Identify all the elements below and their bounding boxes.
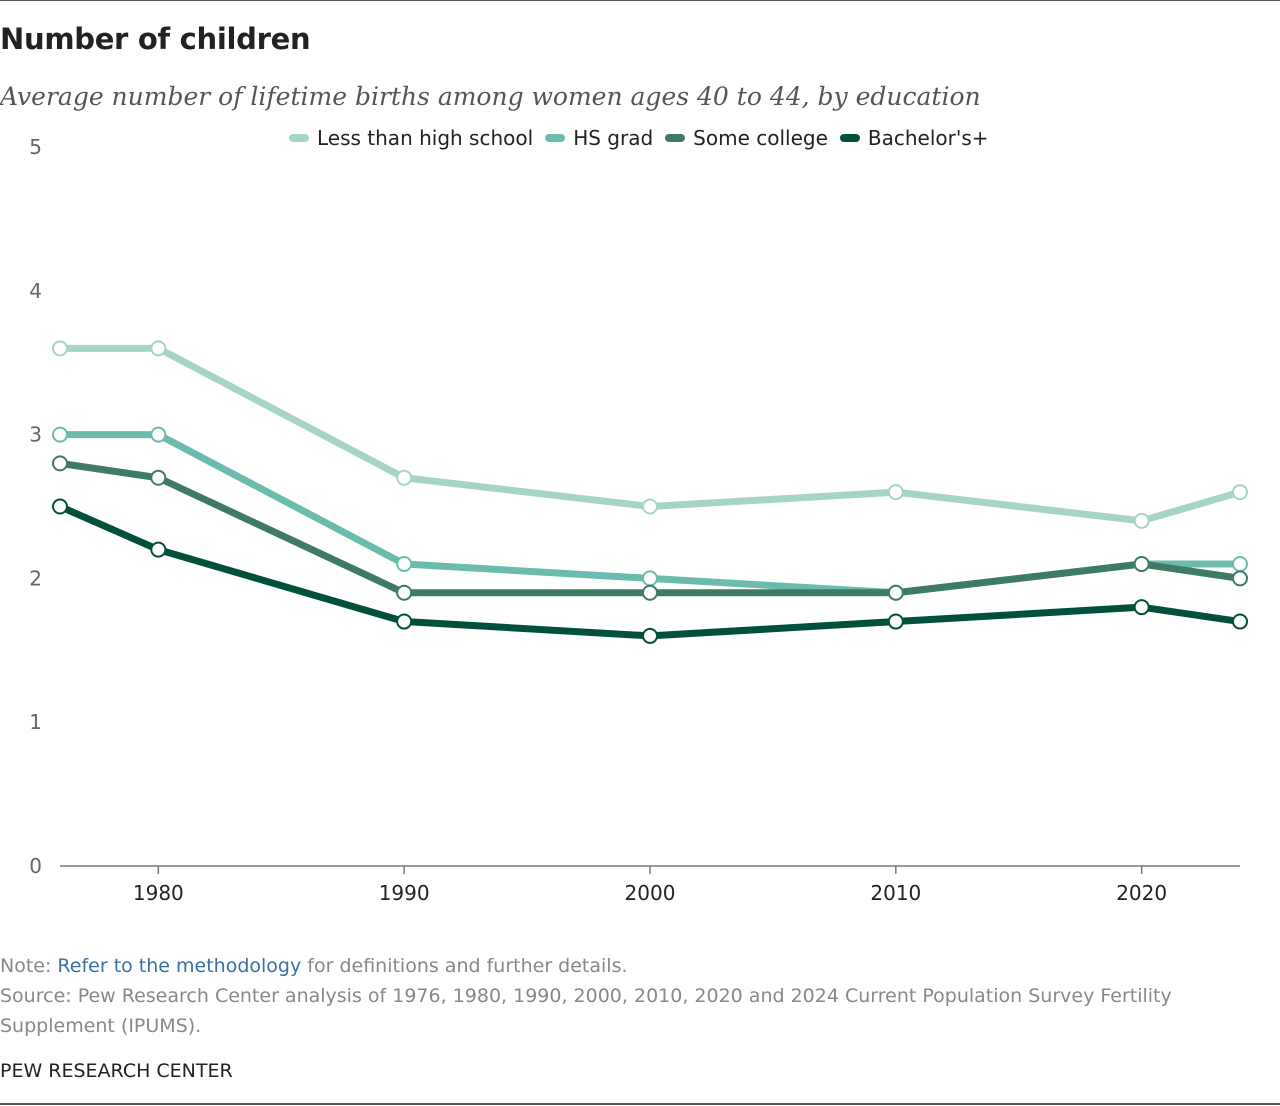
- legend-item: Bachelor's+: [839, 126, 989, 150]
- legend-swatch: [545, 134, 566, 142]
- legend-label: Bachelor's+: [867, 126, 989, 150]
- legend-swatch: [839, 134, 860, 142]
- line-chart: 0 1 2 3 4 5 1980 1990 2000 2010 2020: [29, 135, 1248, 905]
- data-point: [150, 469, 167, 486]
- legend-label: HS grad: [573, 126, 654, 150]
- data-point: [150, 541, 167, 558]
- data-point: [52, 426, 68, 443]
- data-point: [396, 556, 413, 573]
- note-prefix: Note:: [0, 955, 58, 977]
- chart-title: Number of children: [0, 22, 311, 56]
- y-tick-label: 1: [29, 710, 42, 734]
- y-tick-label: 5: [29, 135, 42, 159]
- note-line: Note: Refer to the methodology for defin…: [0, 951, 1280, 981]
- data-point: [887, 484, 904, 501]
- y-tick-label: 2: [29, 566, 42, 590]
- data-point: [396, 613, 413, 630]
- legend-label: Less than high school: [317, 126, 534, 150]
- bottom-rule: [0, 1103, 1280, 1105]
- methodology-link[interactable]: Refer to the methodology: [57, 955, 302, 977]
- data-point: [396, 584, 413, 601]
- data-point: [1232, 570, 1248, 587]
- data-point: [150, 426, 167, 443]
- data-point: [887, 584, 904, 601]
- legend-label: Some college: [693, 126, 828, 150]
- series-line: [56, 344, 1244, 525]
- x-tick-label: 2020: [1116, 881, 1167, 905]
- data-point: [396, 469, 413, 486]
- data-point: [1232, 613, 1248, 630]
- x-tick-label: 2010: [870, 881, 921, 905]
- legend-swatch: [289, 134, 309, 142]
- data-point: [1232, 556, 1248, 573]
- chart-legend: Less than high school HS grad Some colle…: [289, 126, 1001, 150]
- y-tick-label: 0: [29, 854, 42, 878]
- data-point: [642, 570, 658, 587]
- chart-subtitle: Average number of lifetime births among …: [0, 82, 981, 111]
- data-point: [642, 584, 658, 601]
- data-point: [1133, 556, 1150, 573]
- top-rule: [0, 0, 1280, 1]
- data-point: [1232, 484, 1248, 501]
- y-tick-label: 3: [29, 423, 42, 447]
- legend-item: HS grad: [545, 126, 653, 150]
- x-tick-label: 1980: [133, 881, 184, 905]
- data-point: [642, 627, 658, 644]
- chart-notes: Note: Refer to the methodology for defin…: [0, 951, 1280, 1041]
- data-point: [150, 340, 167, 357]
- legend-item: Less than high school: [289, 126, 533, 150]
- data-point: [887, 613, 904, 630]
- data-point: [1133, 599, 1150, 616]
- pew-research-center-brand: PEW RESEARCH CENTER: [0, 1060, 233, 1082]
- legend-swatch: [665, 134, 686, 142]
- data-point: [1133, 512, 1150, 529]
- data-point: [52, 455, 68, 472]
- x-tick-label: 1990: [379, 881, 430, 905]
- legend-item: Some college: [665, 126, 828, 150]
- data-point: [52, 340, 68, 357]
- y-tick-label: 4: [29, 279, 42, 303]
- x-tick-label: 2000: [625, 881, 676, 905]
- note-suffix: for definitions and further details.: [301, 955, 628, 977]
- data-point: [642, 498, 658, 515]
- source-line: Source: Pew Research Center analysis of …: [0, 985, 1172, 1037]
- data-point: [52, 498, 68, 515]
